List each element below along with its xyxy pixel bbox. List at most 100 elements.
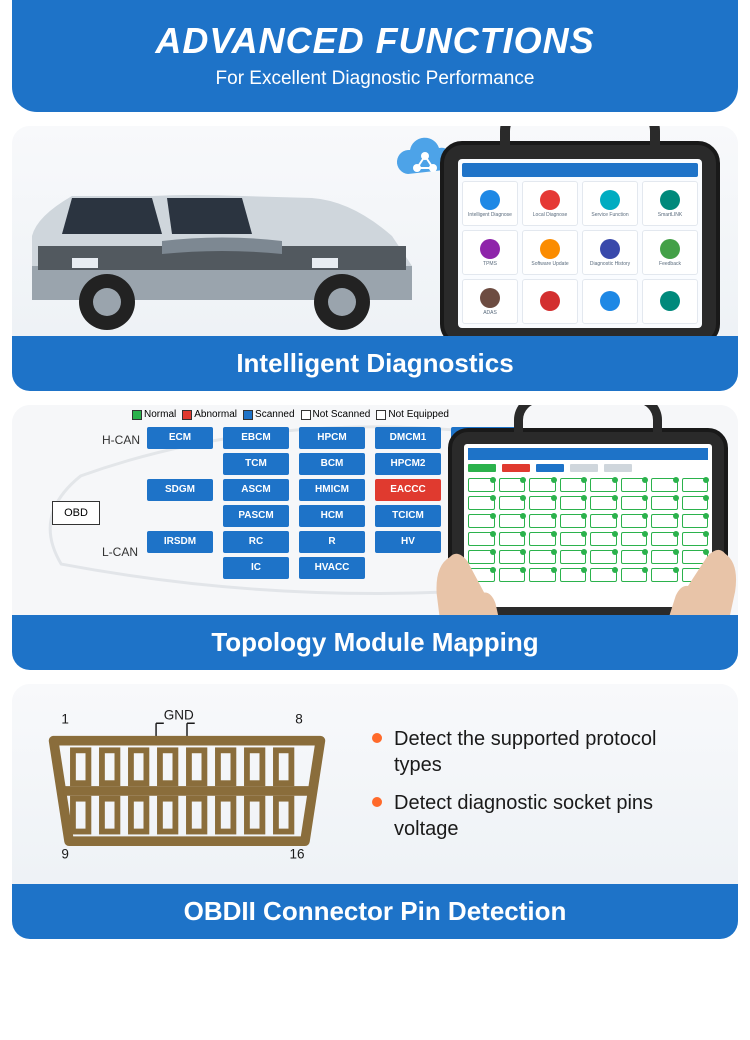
app-label: SmartLINK	[658, 212, 682, 218]
module-box: IRSDM	[147, 531, 213, 553]
app-icon	[540, 291, 560, 311]
legend-swatch	[376, 410, 386, 420]
module-box: IC	[223, 557, 289, 579]
app-tile[interactable]	[522, 279, 578, 324]
module-box: ASCM	[223, 479, 289, 501]
card2-body: Normal Abnormal Scanned Not Scanned Not Equi…	[12, 405, 738, 615]
tablet-device: Intelligent Diagnose Local Diagnose Servic…	[440, 141, 720, 336]
obd-connector-diagram: 1 GND 8 9 16	[42, 702, 332, 866]
legend-label: Not Scanned	[313, 409, 371, 420]
bullet-item: Detect the supported protocol types	[372, 726, 708, 778]
bullet-dot-icon	[372, 797, 382, 807]
bullet-dot-icon	[372, 733, 382, 743]
bullet-text-2: Detect diagnostic socket pins voltage	[394, 790, 708, 842]
app-tile[interactable]: Software Update	[522, 230, 578, 275]
legend-item: Abnormal	[182, 409, 237, 420]
app-icon	[540, 190, 560, 210]
bullet-item: Detect diagnostic socket pins voltage	[372, 790, 708, 842]
card-intelligent-diagnostics: Intelligent Diagnose Local Diagnose Servic…	[12, 126, 738, 391]
app-tile[interactable]: Feedback	[642, 230, 698, 275]
header-subtitle: For Excellent Diagnostic Performance	[12, 68, 738, 90]
app-tile[interactable]: Intelligent Diagnose	[462, 181, 518, 226]
app-label: Intelligent Diagnose	[468, 212, 512, 218]
app-tile[interactable]: Local Diagnose	[522, 181, 578, 226]
legend-label: Abnormal	[194, 409, 237, 420]
app-icon	[660, 291, 680, 311]
module-box: DMCM1	[375, 427, 441, 449]
legend-label: Not Equipped	[388, 409, 449, 420]
module-box: ECM	[147, 427, 213, 449]
app-tile[interactable]: ADAS	[462, 279, 518, 324]
app-label: Diagnostic History	[590, 261, 630, 267]
legend-item: Normal	[132, 409, 176, 420]
module-box: HPCM2	[375, 453, 441, 475]
module-box: HV	[375, 531, 441, 553]
app-label: TPMS	[483, 261, 497, 267]
app-tile[interactable]	[642, 279, 698, 324]
obd-box: OBD	[52, 501, 100, 525]
app-tile[interactable]: SmartLINK	[642, 181, 698, 226]
app-tile[interactable]	[582, 279, 638, 324]
module-box: EBCM	[223, 427, 289, 449]
card-topology-mapping: Normal Abnormal Scanned Not Scanned Not Equi…	[12, 405, 738, 670]
topology-legend: Normal Abnormal Scanned Not Scanned Not Equi…	[132, 409, 455, 423]
app-icon	[600, 190, 620, 210]
legend-label: Scanned	[255, 409, 294, 420]
app-icon	[600, 239, 620, 259]
module-box: HPCM	[299, 427, 365, 449]
legend-swatch	[132, 410, 142, 420]
legend-swatch	[182, 410, 192, 420]
app-label: ADAS	[483, 310, 497, 316]
legend-item: Not Scanned	[301, 409, 371, 420]
legend-swatch	[301, 410, 311, 420]
module-box: EACCC	[375, 479, 441, 501]
module-box: SDGM	[147, 479, 213, 501]
app-icon	[480, 239, 500, 259]
tablet-app-grid: Intelligent Diagnose Local Diagnose Servic…	[462, 181, 698, 324]
card1-body: Intelligent Diagnose Local Diagnose Servic…	[12, 126, 738, 336]
gnd-label: GND	[164, 707, 194, 722]
tablet-statusbar	[462, 163, 698, 177]
app-tile[interactable]: Diagnostic History	[582, 230, 638, 275]
bullet-text-1: Detect the supported protocol types	[394, 726, 708, 778]
module-box: R	[299, 531, 365, 553]
card2-title: Topology Module Mapping	[12, 615, 738, 670]
app-icon	[660, 239, 680, 259]
module-box: HCM	[299, 505, 365, 527]
pin-16-label: 16	[289, 846, 304, 861]
card3-title: OBDII Connector Pin Detection	[12, 884, 738, 939]
app-tile[interactable]: Service Function	[582, 181, 638, 226]
app-label: Service Function	[591, 212, 628, 218]
legend-item: Not Equipped	[376, 409, 449, 420]
bullet-list: Detect the supported protocol types Dete…	[372, 714, 708, 854]
header: ADVANCED FUNCTIONS For Excellent Diagnos…	[12, 0, 738, 112]
module-box: HMICM	[299, 479, 365, 501]
module-box: RC	[223, 531, 289, 553]
app-icon	[480, 288, 500, 308]
legend-swatch	[243, 410, 253, 420]
module-box: BCM	[299, 453, 365, 475]
module-box: TCM	[223, 453, 289, 475]
card3-body: 1 GND 8 9 16 Detect the supported protoc…	[12, 684, 738, 884]
app-label: Feedback	[659, 261, 681, 267]
module-box: HVACC	[299, 557, 365, 579]
app-icon	[540, 239, 560, 259]
pin-1-label: 1	[61, 711, 69, 726]
app-icon	[660, 190, 680, 210]
app-label: Local Diagnose	[533, 212, 567, 218]
header-title: ADVANCED FUNCTIONS	[12, 20, 738, 62]
app-tile[interactable]: TPMS	[462, 230, 518, 275]
truck-illustration	[12, 126, 432, 336]
app-icon	[480, 190, 500, 210]
pin-8-label: 8	[295, 711, 303, 726]
module-box: TCICM	[375, 505, 441, 527]
app-label: Software Update	[531, 261, 568, 267]
lcan-label: L-CAN	[102, 545, 138, 559]
legend-item: Scanned	[243, 409, 294, 420]
tablet2-device	[448, 428, 728, 615]
tablet-screen: Intelligent Diagnose Local Diagnose Servic…	[458, 159, 702, 328]
card-obd-connector: 1 GND 8 9 16 Detect the supported protoc…	[12, 684, 738, 939]
pin-9-label: 9	[61, 846, 69, 861]
legend-label: Normal	[144, 409, 176, 420]
hcan-label: H-CAN	[102, 433, 140, 447]
